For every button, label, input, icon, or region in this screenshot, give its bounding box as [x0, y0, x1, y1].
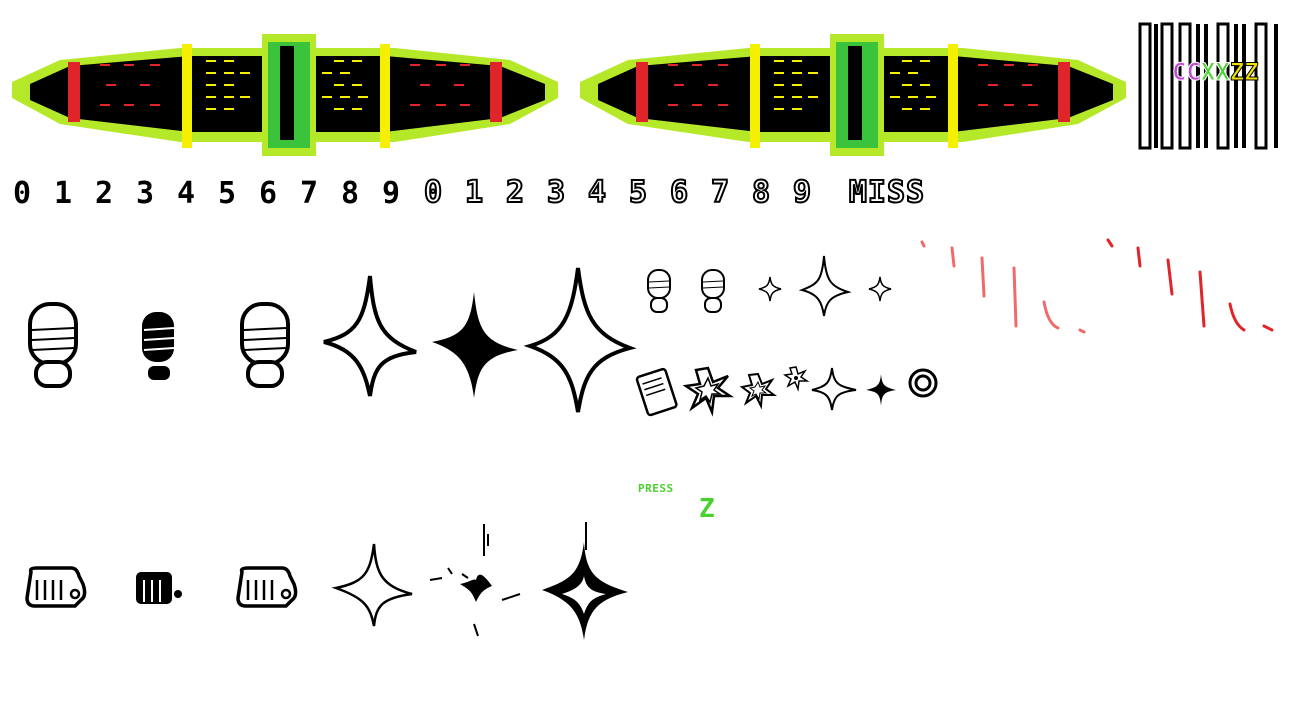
burst-icon: [682, 366, 735, 417]
footprint-outline-icon: [28, 302, 78, 388]
key-letters: CCXXZZ: [1171, 58, 1259, 87]
digit-small: 7: [299, 176, 319, 211]
miss-label: MISS: [848, 175, 926, 211]
digit-large: 4: [587, 175, 607, 211]
sparkle-filled-icon: [432, 292, 518, 398]
digit-large: 0: [423, 175, 443, 211]
burst-icon: [782, 366, 810, 392]
digit-large: 9: [792, 175, 812, 211]
burst-icon: [739, 372, 777, 410]
digit-small: 1: [53, 176, 73, 211]
small-footprint-icon: [701, 269, 725, 313]
digit-small: 8: [340, 176, 360, 211]
sparkle-outline-icon: [323, 275, 417, 397]
note-bar-sprite: [12, 34, 558, 156]
sparkle-large-outline-icon: [523, 267, 637, 413]
ring-icon: [908, 368, 938, 398]
sparkle-outline-icon: [798, 255, 852, 317]
sparkle-outline-icon: [811, 367, 857, 411]
digit-large: 5: [628, 175, 648, 211]
small-footprint-icon: [647, 269, 671, 313]
small-sparkle-icon: [758, 276, 782, 302]
digit-small: 5: [217, 176, 237, 211]
press-label: PRESS: [638, 482, 674, 495]
digit-large: 3: [546, 175, 566, 211]
digit-small: 2: [94, 176, 114, 211]
note-bar-sprite-copy: [580, 34, 1126, 156]
key-letter-c: C: [1171, 58, 1187, 87]
footprint-filled-icon: [142, 312, 175, 380]
digit-small: 6: [258, 176, 278, 211]
digit-large: 8: [751, 175, 771, 211]
key-letter-z: Z: [1244, 58, 1259, 87]
claw-slash-marks: [920, 238, 1274, 334]
key-letter-c: C: [1186, 58, 1201, 87]
fist-filled-icon: [136, 572, 182, 604]
digit-small: 4: [176, 176, 196, 211]
digit-small: 3: [135, 176, 155, 211]
sparkle-filled-icon: [542, 522, 628, 640]
sparkle-filled-icon: [429, 524, 521, 637]
digit-small: 0: [12, 176, 32, 211]
notebook-icon: [635, 367, 678, 417]
sparkle-outline-icon: [331, 543, 413, 627]
press-key-z: Z: [699, 494, 715, 524]
barcode-strip: [1138, 22, 1278, 150]
digit-small: 9: [381, 176, 401, 211]
key-letter-x: X: [1200, 58, 1216, 87]
digit-large: 7: [710, 175, 730, 211]
footprint-outline-icon: [240, 302, 290, 388]
digit-large: 1: [464, 175, 484, 211]
digit-large: 6: [669, 175, 689, 211]
small-sparkle-icon: [868, 276, 892, 302]
sparkle-filled-icon: [866, 374, 896, 406]
fist-outline-icon: [25, 566, 87, 608]
key-letter-z: Z: [1229, 58, 1245, 87]
digit-large: 2: [505, 175, 525, 211]
fist-outline-icon: [236, 566, 298, 608]
key-letter-x: X: [1215, 58, 1230, 87]
